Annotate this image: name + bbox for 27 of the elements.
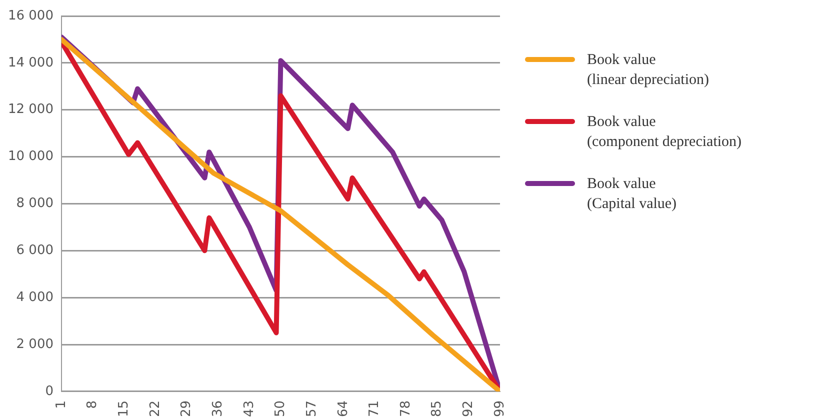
x-tick-label: 50 [273, 400, 288, 418]
y-tick-label: 16 000 [8, 8, 54, 24]
y-tick-label: 14 000 [8, 55, 54, 70]
x-tick-label: 1 [54, 400, 69, 409]
x-tick-label: 36 [210, 400, 226, 418]
y-tick-label: 0 [45, 384, 54, 399]
y-tick-label: 6 000 [16, 243, 54, 258]
y-tick-label: 12 000 [8, 102, 54, 118]
x-tick-label: 99 [492, 400, 508, 418]
x-tick-label: 64 [336, 400, 351, 418]
y-tick-label: 2 000 [16, 336, 54, 352]
x-tick-label: 92 [461, 400, 476, 418]
y-tick-label: 10 000 [8, 149, 54, 164]
legend-label: Book value (component depreciation) [587, 113, 742, 152]
legend-label: Book value (linear depreciation) [587, 51, 710, 90]
x-tick-label: 15 [116, 400, 132, 418]
y-tick-label: 4 000 [16, 290, 54, 305]
legend-label: Book value (Capital value) [587, 175, 677, 214]
y-tick-label: 8 000 [16, 196, 54, 212]
x-tick-label: 43 [242, 400, 257, 418]
x-tick-label: 8 [85, 400, 100, 409]
x-tick-label: 85 [430, 400, 445, 418]
x-tick-label: 71 [367, 400, 382, 418]
x-tick-label: 22 [148, 400, 163, 418]
x-tick-label: 57 [304, 400, 320, 418]
x-tick-label: 29 [179, 400, 194, 418]
x-tick-label: 78 [398, 400, 414, 418]
